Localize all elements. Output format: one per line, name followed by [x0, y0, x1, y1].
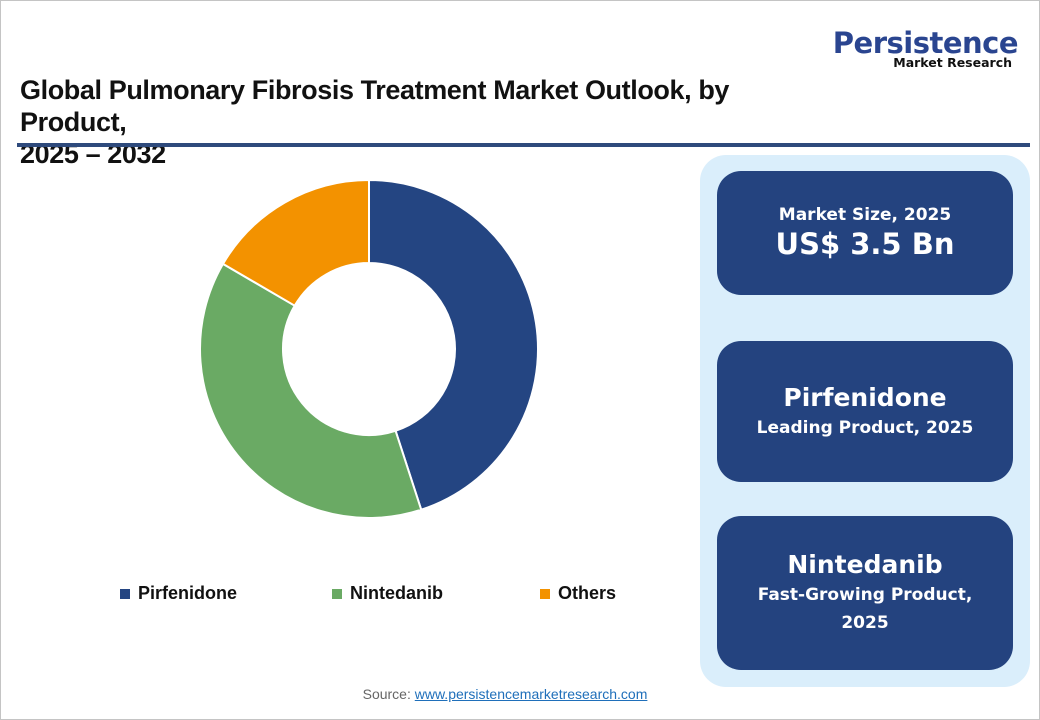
donut-slice-pirfenidone — [368, 178, 540, 511]
donut-chart — [190, 170, 550, 530]
source-link[interactable]: www.persistencemarketresearch.com — [414, 686, 648, 702]
donut-chart-svg — [199, 178, 540, 519]
source-label: Source: — [362, 686, 411, 702]
legend-item-nintedanib: Nintedanib — [332, 583, 443, 604]
fast-growing-product-label-2: 2025 — [841, 613, 889, 633]
fast-growing-product-name: Nintedanib — [787, 550, 943, 579]
leading-product-name: Pirfenidone — [783, 382, 947, 412]
legend-item-pirfenidone: Pirfenidone — [120, 583, 237, 604]
legend-label: Nintedanib — [350, 583, 443, 603]
donut-slice-nintedanib — [199, 262, 423, 519]
legend-label: Pirfenidone — [138, 583, 238, 603]
chart-legend: Pirfenidone Nintedanib Others — [0, 583, 700, 607]
legend-item-others: Others — [540, 583, 616, 604]
legend-swatch-others — [540, 588, 550, 599]
page-title: Global Pulmonary Fibrosis Treatment Mark… — [20, 74, 800, 170]
title-divider — [17, 143, 1030, 147]
legend-swatch-pirfenidone — [120, 588, 130, 599]
brand-logo: Persistence Market Research — [818, 26, 1019, 70]
legend-label: Others — [558, 583, 617, 603]
market-size-value: US$ 3.5 Bn — [775, 227, 955, 261]
leading-product-card: Pirfenidone Leading Product, 2025 — [717, 341, 1013, 482]
title-line-1: Global Pulmonary Fibrosis Treatment Mark… — [20, 75, 730, 137]
donut-slice-others — [221, 178, 370, 308]
market-size-label: Market Size, 2025 — [778, 205, 952, 225]
fast-growing-product-card: Nintedanib Fast-Growing Product, 2025 — [717, 516, 1013, 670]
legend-swatch-nintedanib — [332, 588, 342, 599]
leading-product-label: Leading Product, 2025 — [756, 417, 974, 438]
source-note: Source: www.persistencemarketresearch.co… — [0, 686, 1010, 702]
brand-name: Persistence — [832, 26, 1019, 60]
market-size-card: Market Size, 2025 US$ 3.5 Bn — [717, 171, 1013, 295]
fast-growing-product-label-1: Fast-Growing Product, — [757, 585, 973, 605]
brand-tagline: Market Research — [893, 55, 1012, 70]
